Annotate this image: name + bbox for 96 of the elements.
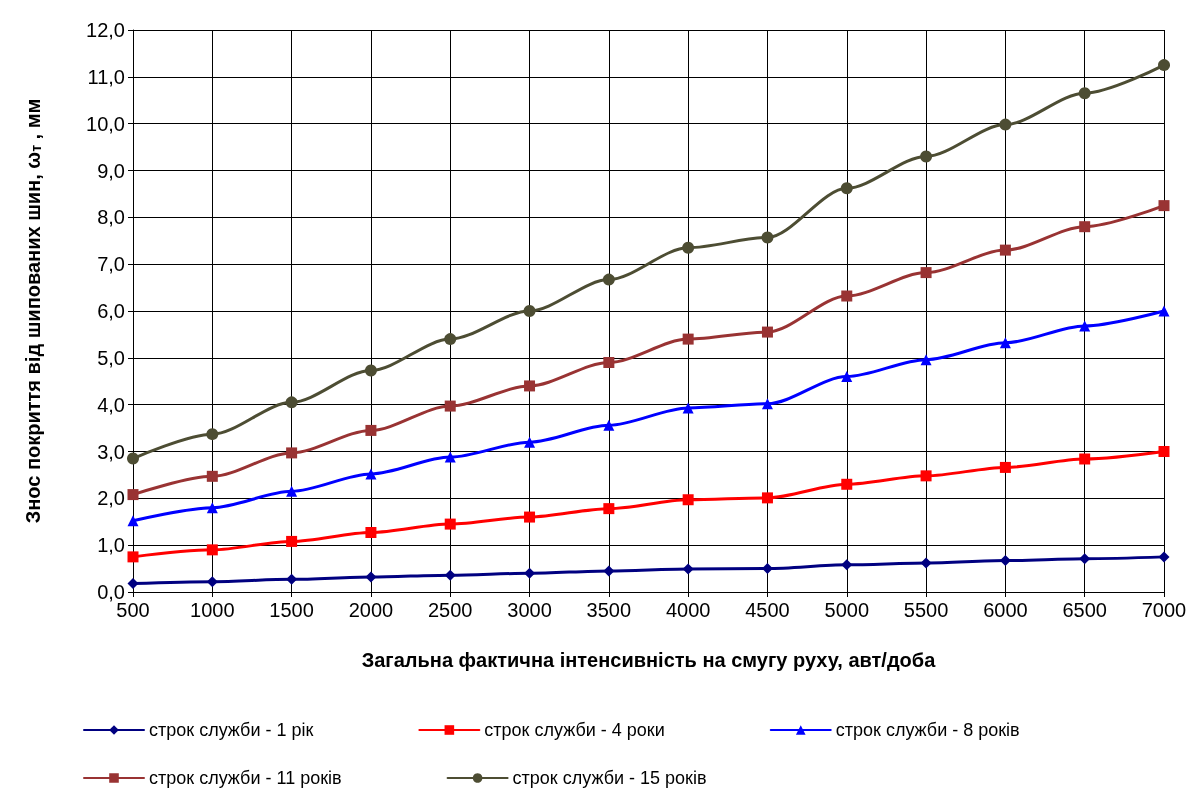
point xyxy=(365,527,377,539)
point xyxy=(1079,453,1091,465)
point xyxy=(444,518,456,530)
x-tick-label: 6000 xyxy=(983,599,1028,621)
point xyxy=(841,559,853,571)
point xyxy=(682,333,694,345)
y-tick-label: 11,0 xyxy=(87,65,125,88)
point xyxy=(761,398,773,410)
point xyxy=(841,290,853,302)
point xyxy=(920,150,933,163)
y-tick-label: 2,0 xyxy=(97,487,125,510)
y-tick-label: 4,0 xyxy=(97,393,125,416)
point xyxy=(127,578,139,590)
point xyxy=(286,447,298,459)
point xyxy=(444,400,456,412)
point xyxy=(206,576,218,588)
point xyxy=(920,557,932,569)
point xyxy=(761,326,773,338)
x-tick-label: 3000 xyxy=(507,599,552,621)
legend-label: строк служби - 11 років xyxy=(149,768,342,788)
point xyxy=(603,357,615,369)
point xyxy=(206,502,218,514)
point xyxy=(286,535,298,547)
point xyxy=(285,396,298,409)
y-tick-label: 10,0 xyxy=(86,112,125,135)
x-tick-label: 3500 xyxy=(586,599,632,621)
point xyxy=(524,511,536,523)
point xyxy=(127,551,139,563)
y-tick-label: 3,0 xyxy=(97,440,125,463)
point xyxy=(602,273,615,286)
point xyxy=(365,468,377,480)
point xyxy=(603,419,615,431)
y-tick-label: 12,0 xyxy=(86,19,125,41)
point xyxy=(206,470,218,482)
y-tick-label: 5,0 xyxy=(97,346,125,369)
point xyxy=(682,563,694,575)
point xyxy=(603,565,615,577)
point xyxy=(761,231,774,244)
point xyxy=(761,492,773,504)
legend-label: строк служби - 8 років xyxy=(835,720,1020,740)
point xyxy=(682,241,695,254)
legend-label: строк служби - 15 років xyxy=(512,768,707,788)
y-tick-label: 6,0 xyxy=(97,300,125,322)
point xyxy=(524,436,536,448)
point xyxy=(1158,59,1170,72)
point xyxy=(603,503,615,515)
point xyxy=(920,470,932,482)
legend-label: строк служби - 1 рік xyxy=(149,720,314,740)
x-tick-label: 7000 xyxy=(1141,599,1187,621)
point xyxy=(206,544,218,556)
point xyxy=(1078,87,1091,100)
x-tick-label: 4000 xyxy=(665,599,711,621)
point xyxy=(286,485,298,497)
point xyxy=(920,354,932,366)
point xyxy=(206,428,219,441)
point xyxy=(682,402,694,414)
point xyxy=(999,244,1011,256)
x-axis-title: Загальна фактична інтенсивність на смугу руху, авт/доба xyxy=(361,649,937,671)
point xyxy=(1079,320,1091,332)
point xyxy=(841,478,853,490)
point xyxy=(999,461,1011,473)
point xyxy=(365,571,377,583)
x-tick-label: 4500 xyxy=(745,599,790,621)
point xyxy=(1158,200,1170,212)
point xyxy=(523,305,536,317)
point xyxy=(920,267,932,279)
y-tick-label: 7,0 xyxy=(97,253,125,276)
point xyxy=(1079,221,1091,233)
x-tick-label: 1000 xyxy=(190,599,235,621)
point xyxy=(840,182,853,195)
point xyxy=(127,489,139,501)
point xyxy=(999,337,1011,349)
y-tick-label: 1,0 xyxy=(97,534,125,557)
x-tick-label: 2000 xyxy=(348,599,394,621)
point xyxy=(841,371,853,383)
x-tick-label: 5500 xyxy=(903,599,949,621)
point xyxy=(1158,305,1170,317)
point xyxy=(682,494,694,506)
point xyxy=(524,380,536,392)
point xyxy=(999,118,1012,131)
x-tick-label: 1500 xyxy=(269,599,314,621)
point xyxy=(1158,446,1170,457)
x-tick-label: 2500 xyxy=(427,599,473,621)
point xyxy=(1079,553,1091,565)
point xyxy=(364,364,377,377)
point xyxy=(444,451,456,463)
point xyxy=(127,515,139,527)
x-tick-label: 5000 xyxy=(824,599,870,621)
y-tick-label: 8,0 xyxy=(97,206,125,229)
legend-label: строк служби - 4 роки xyxy=(484,720,665,740)
point xyxy=(127,452,139,465)
point xyxy=(444,333,457,346)
point xyxy=(1158,551,1170,563)
x-tick-label: 6500 xyxy=(1062,599,1107,621)
point xyxy=(365,424,377,436)
y-tick-label: 9,0 xyxy=(97,159,125,182)
